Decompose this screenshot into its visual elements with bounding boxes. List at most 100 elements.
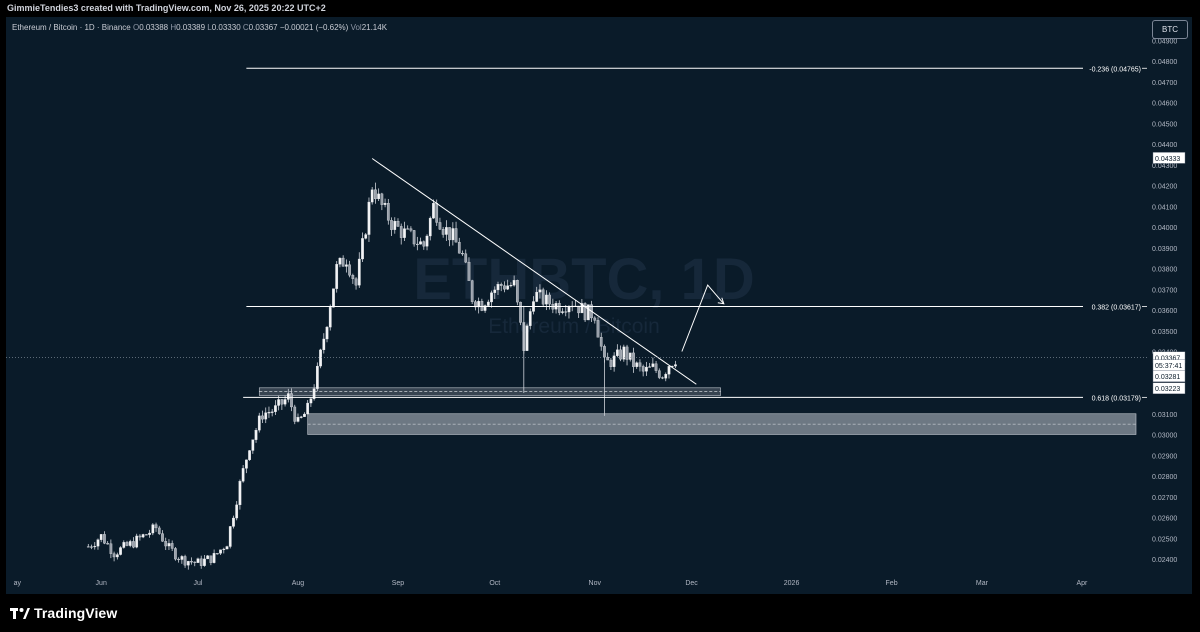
support-zone [307, 413, 1137, 435]
candle-up [377, 193, 380, 200]
candle-down [435, 203, 439, 223]
candle-up [419, 241, 422, 245]
candle-up [196, 558, 200, 563]
candle-up [254, 429, 258, 440]
candle-down [261, 415, 264, 420]
candle-down [596, 320, 600, 338]
candle-up [332, 288, 335, 308]
candle-down [470, 280, 474, 302]
candle-down [548, 294, 551, 305]
candle-up [299, 416, 303, 418]
legend-volume: 21.14K [361, 23, 388, 32]
candle-down [661, 377, 664, 379]
time-tick-label: Oct [489, 580, 500, 587]
candle-up [99, 534, 103, 540]
candle-down [280, 399, 284, 405]
tradingview-logo[interactable]: TradingView [10, 603, 117, 623]
legend-change: −0.00021 (−0.62%) [279, 23, 349, 32]
candle-up [148, 532, 151, 535]
candle-up [93, 545, 97, 548]
time-axis: ay Jun Jul Aug Sep Oct Nov Dec 2026 Feb Mar Apr [14, 580, 1088, 587]
legend-open: 0.03388 [139, 23, 169, 32]
top-bar: GimmieTendies3 created with TradingView.… [0, 0, 1200, 17]
price-tick-label: 0.03900 [1152, 246, 1177, 253]
candle-up [616, 349, 619, 356]
legend-low: 0.03330 [211, 23, 241, 32]
candle-down [641, 366, 645, 372]
candle-up [238, 481, 242, 506]
legend-close-label: C [242, 23, 249, 32]
candle-up [122, 542, 126, 548]
legend-high-label: H [170, 23, 177, 32]
chart-canvas[interactable]: ETHBTC, 1D Ethereum / Bitcoin -0.236 (0.… [6, 17, 1192, 594]
candle-down [632, 352, 635, 367]
candle-down [293, 406, 297, 422]
candle-up [635, 362, 639, 367]
candle-down [86, 546, 90, 548]
candle-down [374, 189, 377, 200]
candle-down [438, 222, 442, 230]
chart-panel[interactable]: ETHBTC, 1D Ethereum / Bitcoin -0.236 (0.… [6, 17, 1192, 594]
legend-symbol: Ethereum / Bitcoin · 1D · Binance [12, 23, 131, 32]
candle-down [603, 346, 606, 358]
candle-down [190, 561, 193, 563]
candle-down [638, 362, 642, 367]
candle-up [674, 364, 677, 367]
candle-down [399, 226, 403, 238]
candle-down [164, 541, 168, 547]
candle-up [322, 338, 326, 351]
candle-down [599, 337, 603, 347]
candle-up [451, 228, 455, 241]
price-tick-label: 0.02700 [1152, 495, 1177, 502]
candle-down [157, 527, 161, 534]
time-tick-label: Mar [976, 580, 989, 587]
candle-down [354, 278, 358, 286]
price-tag: 0.03223 [1152, 382, 1186, 394]
candle-up [586, 304, 590, 321]
candle-up [538, 289, 542, 293]
candle-down [480, 301, 484, 311]
price-tag-text: 0.03367 [1155, 355, 1180, 362]
candle-down [625, 346, 629, 360]
fib-label: 0.382 (0.03617) [1092, 304, 1141, 311]
candle-up [167, 543, 171, 547]
candle-down [422, 241, 426, 247]
candle-down [193, 561, 197, 563]
candle-down [516, 280, 519, 303]
candle-down [154, 524, 158, 529]
candle-up [286, 393, 290, 400]
candle-down [348, 264, 351, 276]
candle-up [651, 363, 655, 367]
bottom-bar: TradingView [0, 594, 1200, 632]
candle-down [396, 221, 400, 227]
candle-down [183, 556, 187, 566]
candle-up [228, 526, 232, 547]
candle-down [380, 193, 384, 205]
candle-up [664, 374, 668, 379]
projection-arrowhead [717, 297, 725, 305]
tradingview-logo-icon [10, 607, 30, 619]
candle-up [264, 412, 268, 420]
candle-up [345, 264, 348, 267]
candle-down [467, 261, 471, 281]
candle-up [567, 306, 571, 313]
price-tick-label: 0.03800 [1152, 267, 1177, 274]
candle-up [645, 366, 648, 372]
candle-up [319, 349, 322, 367]
candle-up [477, 301, 480, 308]
candle-up [274, 405, 277, 412]
candle-up [445, 227, 448, 235]
candle-down [606, 356, 610, 361]
candle-up [403, 228, 406, 238]
currency-button[interactable]: BTC [1152, 20, 1188, 39]
candle-down [654, 363, 658, 371]
candle-up [241, 468, 245, 482]
price-tick-label: 0.03500 [1152, 329, 1177, 336]
candle-up [357, 258, 361, 286]
candle-down [593, 317, 597, 321]
candle-up [248, 450, 251, 461]
candle-up [490, 292, 493, 303]
candle-down [125, 542, 129, 546]
candle-down [519, 301, 522, 323]
time-tick-label: Feb [886, 580, 898, 587]
